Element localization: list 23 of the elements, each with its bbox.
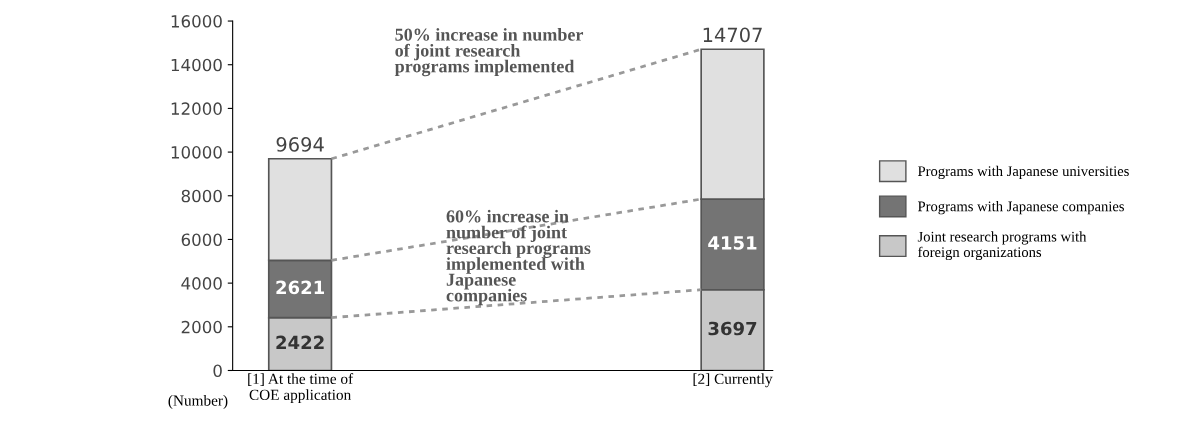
y-tick-label: 8000	[181, 189, 222, 203]
text: (Number)	[168, 395, 228, 409]
x-tick-label: [2] Currently	[693, 373, 773, 388]
annotation: 50% increase in number of joint research programs implemented	[394, 28, 584, 77]
y-tick-label: 2000	[181, 320, 222, 334]
legend-label: Programs with Japanese universities	[917, 165, 1129, 180]
total-label: 14707	[703, 27, 762, 43]
y-tick-label: 0	[213, 364, 222, 378]
data-label: 4151	[708, 236, 757, 250]
y-tick-label: 16000	[171, 15, 222, 28]
annotation: 60% increase in number of joint research programs implemented with Japanese companies	[446, 209, 591, 306]
legend-label: Joint research programs with foreign organizations	[917, 231, 1087, 261]
y-tick-label: 10000	[171, 146, 222, 159]
data-label: 2422	[276, 335, 324, 350]
y-tick-label: 6000	[181, 233, 222, 247]
legend-label: Programs with Japanese companies	[917, 201, 1124, 215]
y-tick-label: 4000	[181, 277, 222, 290]
data-label: 3697	[708, 321, 757, 336]
total-label: 9694	[276, 137, 324, 152]
data-label: 2621	[276, 280, 324, 295]
y-tick-label: 14000	[171, 58, 222, 72]
x-tick-label: [1] At the time of COE application	[248, 373, 354, 404]
y-tick-label: 12000	[171, 102, 222, 115]
